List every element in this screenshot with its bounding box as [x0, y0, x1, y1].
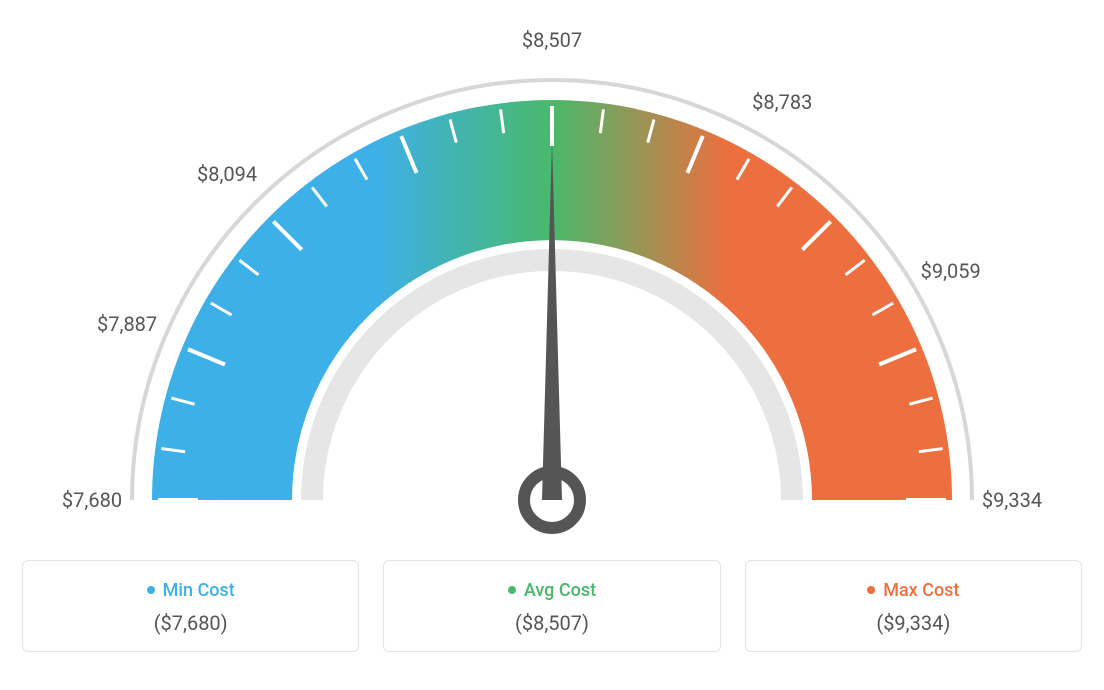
avg-dot-icon: [508, 586, 516, 594]
avg-cost-title: Avg Cost: [508, 580, 596, 601]
avg-cost-card: Avg Cost ($8,507): [383, 560, 720, 652]
max-cost-label: Max Cost: [883, 580, 959, 601]
cost-gauge: $7,680 $7,887 $8,094 $8,507 $8,783 $9,059 $9,3…: [22, 20, 1082, 540]
gauge-tick-label: $8,507: [522, 28, 582, 52]
gauge-tick-label: $9,334: [982, 488, 1042, 512]
min-cost-title: Min Cost: [147, 580, 235, 601]
summary-cards: Min Cost ($7,680) Avg Cost ($8,507) Max …: [22, 560, 1082, 652]
gauge-tick-label: $9,059: [921, 259, 981, 283]
max-cost-title: Max Cost: [867, 580, 959, 601]
gauge-tick-label: $8,094: [197, 162, 257, 186]
avg-cost-label: Avg Cost: [524, 580, 596, 601]
min-cost-card: Min Cost ($7,680): [22, 560, 359, 652]
max-dot-icon: [867, 586, 875, 594]
gauge-tick-label: $7,887: [97, 312, 157, 336]
min-cost-value: ($7,680): [33, 611, 348, 635]
max-cost-value: ($9,334): [756, 611, 1071, 635]
max-cost-card: Max Cost ($9,334): [745, 560, 1082, 652]
min-dot-icon: [147, 586, 155, 594]
avg-cost-value: ($8,507): [394, 611, 709, 635]
gauge-tick-label: $8,783: [752, 90, 812, 114]
min-cost-label: Min Cost: [163, 580, 235, 601]
gauge-tick-label: $7,680: [62, 488, 122, 512]
